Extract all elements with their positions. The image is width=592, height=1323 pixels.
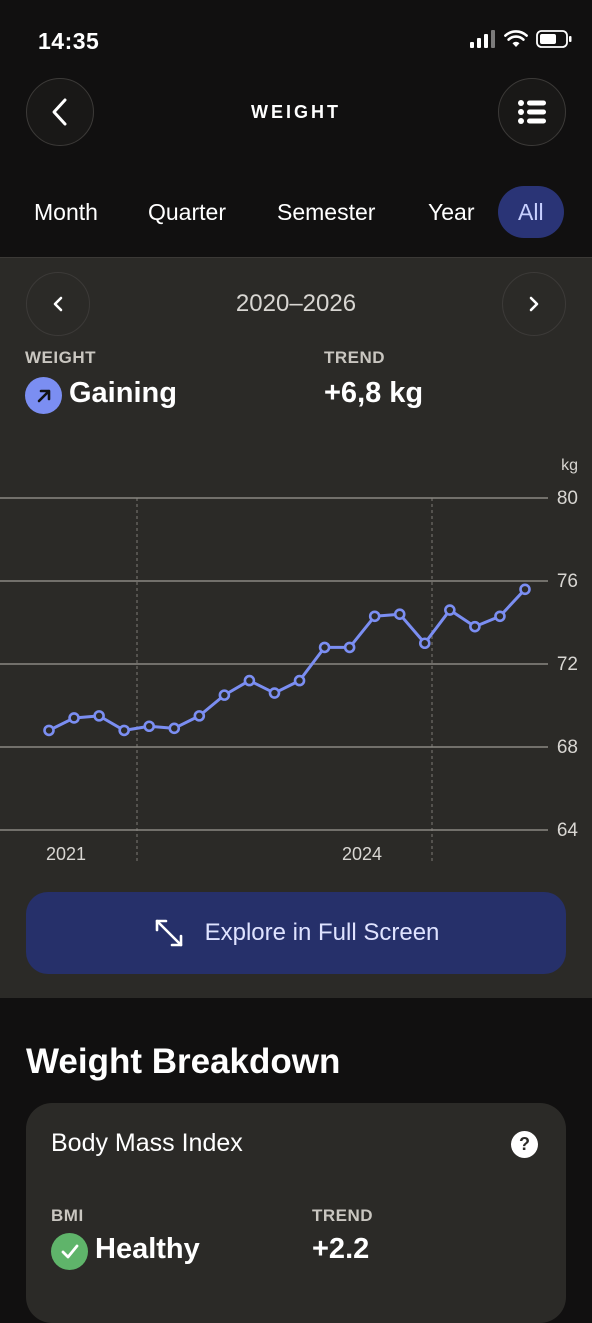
status-time: 14:35 <box>38 28 100 54</box>
data-point <box>444 604 456 616</box>
data-point <box>43 724 55 737</box>
x-tick-label: 2021 <box>46 844 86 864</box>
bmi-label: BMI <box>51 1206 84 1225</box>
period-year[interactable]: Year <box>428 199 475 225</box>
nav-header: WEIGHT <box>0 78 592 150</box>
card-title: Body Mass Index <box>51 1129 243 1157</box>
back-button[interactable] <box>26 78 94 146</box>
trend-up-arrow-icon <box>25 377 62 414</box>
weight-label: WEIGHT <box>25 348 96 367</box>
y-tick-label: 76 <box>557 571 578 592</box>
data-point <box>68 712 80 724</box>
checkmark-icon <box>51 1233 88 1270</box>
chevron-right-icon <box>529 296 539 312</box>
status-icons <box>470 30 572 48</box>
weight-status: Gaining <box>69 377 177 409</box>
explore-full-screen-button[interactable]: Explore in Full Screen <box>26 892 566 974</box>
range-navigator: 2020–2026 <box>0 272 592 336</box>
chevron-left-icon <box>53 296 63 312</box>
data-point <box>519 583 531 596</box>
data-point <box>368 610 381 623</box>
bmi-trend-label: TREND <box>312 1206 374 1225</box>
expand-icon <box>155 919 182 947</box>
data-point <box>218 689 231 701</box>
data-point <box>118 724 130 737</box>
data-point <box>343 641 356 654</box>
data-point <box>143 720 156 733</box>
data-point <box>318 641 331 654</box>
period-selector: Month Quarter Semester Year All <box>0 186 592 238</box>
data-point <box>168 722 181 735</box>
battery-icon <box>536 30 572 48</box>
bmi-card[interactable]: Body Mass Index ? BMI Healthy TREND +2.2 <box>26 1103 566 1323</box>
next-range-button[interactable] <box>502 272 566 336</box>
section-title: Weight Breakdown <box>26 1042 341 1081</box>
data-point <box>393 608 406 620</box>
range-label: 2020–2026 <box>235 290 357 317</box>
page-title: WEIGHT <box>251 102 341 122</box>
chevron-left-icon <box>52 98 67 126</box>
y-tick-label: 72 <box>557 654 578 675</box>
data-point <box>293 674 306 687</box>
help-icon[interactable]: ? <box>511 1131 538 1158</box>
chart-panel: 2020–2026 WEIGHT Gaining TREND +6,8 kg k… <box>0 257 592 998</box>
period-quarter[interactable]: Quarter <box>148 199 226 225</box>
cellular-signal-icon <box>470 30 495 48</box>
y-unit-label: kg <box>561 457 578 474</box>
weight-chart[interactable]: kg 80 76 72 68 64 2021 2024 <box>0 448 592 868</box>
list-icon <box>518 100 546 124</box>
explore-button-label: Explore in Full Screen <box>204 919 440 946</box>
bmi-trend-value: +2.2 <box>312 1233 370 1265</box>
x-tick-label: 2024 <box>342 844 382 864</box>
period-month[interactable]: Month <box>34 199 98 225</box>
data-point <box>243 674 256 687</box>
y-tick-label: 64 <box>557 820 579 841</box>
previous-range-button[interactable] <box>26 272 90 336</box>
data-point <box>93 710 105 722</box>
trend-value: +6,8 kg <box>324 377 424 409</box>
period-semester[interactable]: Semester <box>277 199 376 225</box>
data-point <box>193 710 206 722</box>
bmi-status: Healthy <box>95 1233 200 1265</box>
wifi-icon <box>504 30 528 47</box>
data-point <box>418 637 431 650</box>
data-point <box>268 687 281 699</box>
list-menu-button[interactable] <box>498 78 566 146</box>
status-bar: 14:35 <box>0 0 592 80</box>
trend-label: TREND <box>324 348 386 367</box>
y-tick-label: 80 <box>557 488 578 509</box>
y-tick-label: 68 <box>557 737 578 758</box>
data-point <box>494 610 506 623</box>
data-point <box>469 620 481 633</box>
period-all[interactable]: All <box>498 186 564 238</box>
